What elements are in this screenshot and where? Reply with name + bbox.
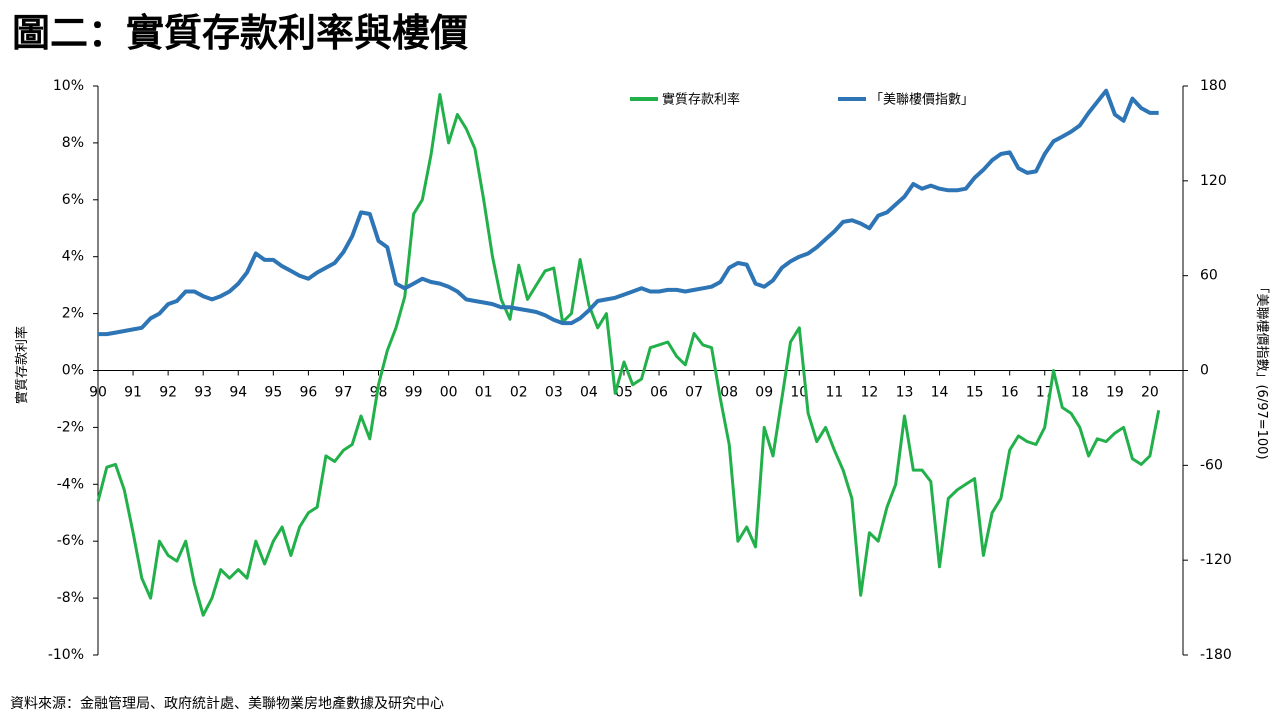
y-axis-label: 實質存款利率 [14, 326, 30, 404]
x-tick-label: 12 [861, 385, 879, 401]
x-tick-label: 05 [615, 385, 633, 401]
x-tick-label: 19 [1106, 385, 1124, 401]
x-tick-label: 03 [545, 385, 563, 401]
y2-tick-label: -120 [1200, 552, 1232, 568]
y-tick-label: 0% [62, 363, 84, 379]
x-tick-label: 16 [1001, 385, 1019, 401]
legend-label: 「美聯樓價指數」 [870, 93, 974, 108]
y-tick-label: -2% [57, 419, 84, 435]
y-tick-label: 4% [62, 249, 84, 265]
y2-tick-label: 0 [1200, 363, 1209, 379]
x-tick-label: 96 [299, 385, 317, 401]
x-tick-label: 15 [966, 385, 984, 401]
data-line [98, 88, 1159, 337]
x-tick-label: 18 [1071, 385, 1089, 401]
x-tick-label: 97 [335, 385, 353, 401]
y2-tick-label: 120 [1200, 173, 1227, 189]
y-tick-label: 6% [62, 192, 84, 208]
source-note: 資料來源：金融管理局、政府統計處、美聯物業房地產數據及研究中心 [10, 695, 444, 712]
x-tick-label: 93 [194, 385, 212, 401]
y2-tick-label: -180 [1200, 647, 1232, 663]
x-tick-label: 02 [510, 385, 528, 401]
x-tick-label: 99 [405, 385, 423, 401]
data-line [96, 93, 1161, 617]
y2-tick-label: -60 [1200, 457, 1223, 473]
x-tick-label: 11 [825, 385, 843, 401]
x-tick-label: 95 [264, 385, 282, 401]
y-tick-label: -8% [57, 590, 84, 606]
x-tick-label: 04 [580, 385, 598, 401]
x-tick-label: 01 [475, 385, 493, 401]
x-tick-label: 20 [1141, 385, 1159, 401]
x-tick-label: 08 [720, 385, 738, 401]
x-tick-label: 00 [440, 385, 458, 401]
y-tick-label: 10% [53, 78, 84, 94]
chart-title: 圖二：實質存款利率與樓價 [12, 11, 468, 55]
y-tick-label: -4% [57, 476, 84, 492]
x-tick-label: 13 [896, 385, 914, 401]
y-tick-label: -6% [57, 533, 84, 549]
x-tick-label: 94 [229, 385, 247, 401]
x-tick-label: 06 [650, 385, 668, 401]
x-tick-label: 91 [124, 385, 142, 401]
y2-tick-label: 60 [1200, 268, 1218, 284]
x-tick-label: 90 [89, 385, 107, 401]
x-tick-label: 10 [790, 385, 808, 401]
y2-axis-label: 「美聯樓價指數」(6/97=100) [1254, 280, 1269, 459]
y-tick-label: 2% [62, 306, 84, 322]
y-tick-label: 8% [62, 135, 84, 151]
y2-tick-label: 180 [1200, 78, 1227, 94]
y-tick-label: -10% [48, 647, 84, 663]
x-tick-label: 09 [755, 385, 773, 401]
x-tick-label: 14 [931, 385, 949, 401]
x-tick-label: 92 [159, 385, 177, 401]
legend-label: 實質存款利率 [662, 92, 740, 108]
x-tick-label: 07 [685, 385, 703, 401]
